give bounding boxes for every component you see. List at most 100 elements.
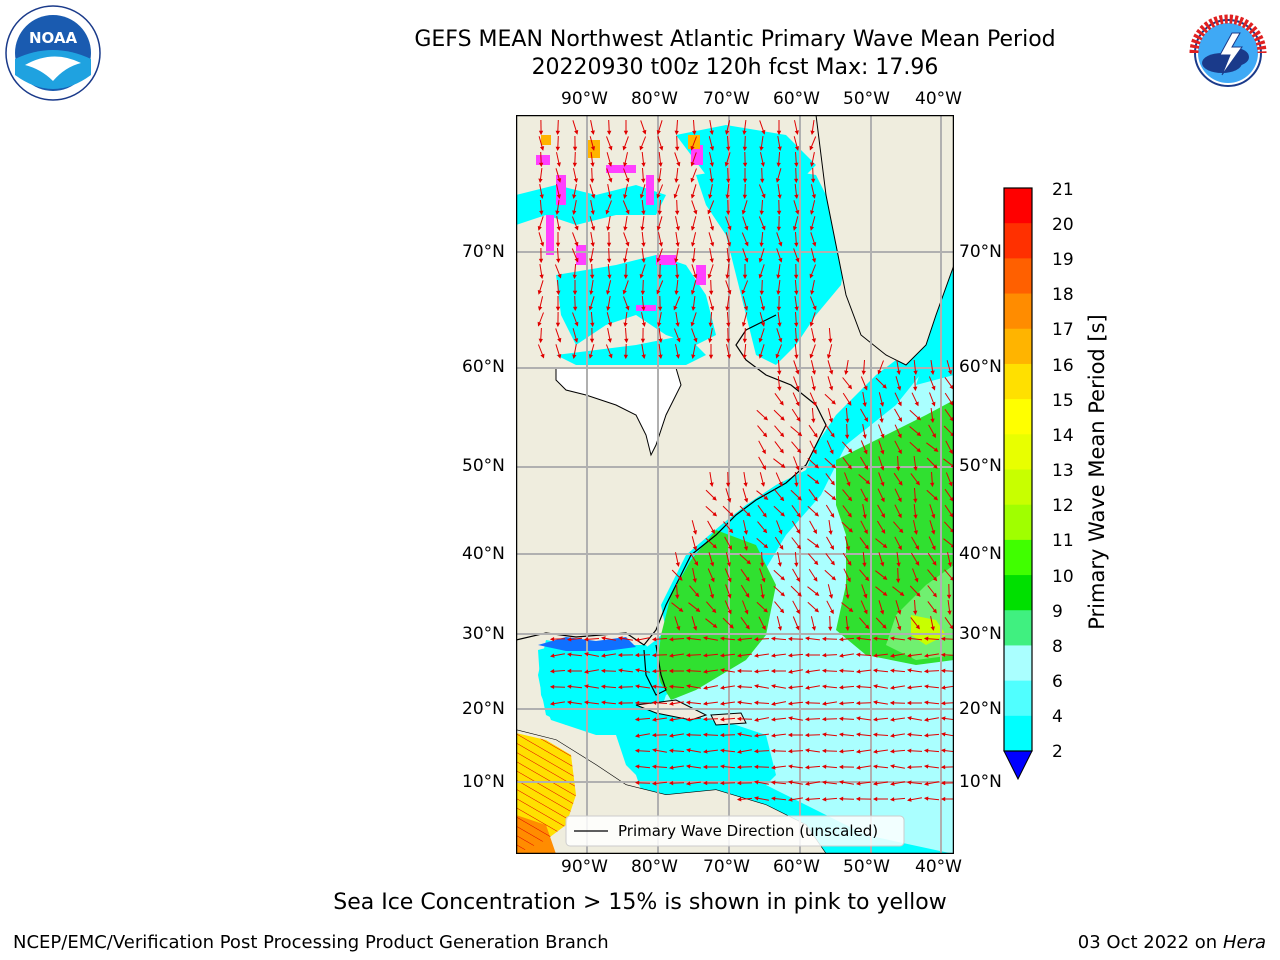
wave-arrow-head	[830, 560, 835, 566]
wave-arrow-head	[828, 530, 833, 536]
wave-arrow-head	[606, 258, 612, 264]
wave-arrow-head	[736, 668, 742, 674]
wave-arrow-head	[607, 194, 612, 199]
wave-arrow-head	[947, 370, 953, 375]
wave-arrow-head	[838, 764, 844, 770]
wave-arrow-head	[623, 226, 628, 231]
wave-arrow-head	[863, 529, 868, 535]
wave-arrow-head	[572, 354, 577, 359]
wave-arrow-head	[787, 797, 793, 802]
wave-arrow-head	[794, 338, 799, 344]
wave-arrow-head	[709, 162, 714, 167]
wave-arrow-head	[795, 401, 800, 407]
wave-arrow-head	[879, 402, 885, 407]
wave-arrow-head	[606, 306, 611, 311]
wave-arrow-head	[932, 561, 937, 566]
wave-arrow-head	[828, 369, 834, 375]
wave-arrow-head	[694, 561, 699, 566]
wave-arrow-head	[605, 209, 610, 215]
wave-arrow-head	[831, 495, 837, 501]
wave-arrow-head	[754, 684, 759, 689]
wave-arrow-head	[623, 130, 629, 136]
greenland-land	[815, 115, 954, 366]
wave-arrow-head	[855, 732, 861, 737]
wave-arrow-head	[787, 701, 793, 706]
wave-arrow-head	[759, 146, 764, 152]
wave-arrow-head	[872, 764, 878, 769]
wave-arrow-head	[658, 354, 663, 360]
wave-arrow-head	[736, 716, 742, 722]
wave-arrow-head	[634, 717, 640, 722]
wave-arrow-head	[778, 337, 783, 343]
wave-arrow-head	[872, 749, 878, 754]
wave-arrow-head	[780, 416, 785, 421]
wave-arrow-head	[931, 513, 936, 519]
wave-arrow-head	[641, 210, 646, 216]
colorbar-tick: 19	[1052, 250, 1074, 270]
wave-arrow-head	[574, 241, 579, 247]
wave-arrow-head	[948, 481, 953, 487]
wave-arrow-head	[678, 607, 684, 613]
wave-arrow-head	[761, 577, 766, 583]
wave-arrow-head	[676, 337, 681, 343]
wave-arrow-head	[812, 401, 817, 407]
wave-arrow-head	[753, 653, 759, 658]
wave-arrow-head	[656, 129, 661, 135]
wave-arrow-head	[847, 384, 853, 390]
wave-arrow-head	[845, 626, 850, 632]
wave-arrow-head	[727, 289, 732, 295]
wave-arrow-head	[898, 528, 904, 534]
wave-arrow-head	[933, 495, 939, 501]
wave-arrow-head	[940, 652, 946, 658]
wave-arrow-head	[855, 636, 861, 641]
wave-arrow-head	[758, 337, 763, 343]
wave-arrow-head	[838, 685, 844, 690]
colorbar-block	[1004, 469, 1032, 506]
wave-arrow-head	[763, 543, 769, 549]
wave-arrow-head	[693, 337, 698, 343]
wave-arrow-head	[923, 636, 929, 641]
wave-arrow-head	[676, 161, 681, 167]
wave-arrow-head	[762, 432, 768, 438]
wave-arrow-head	[855, 684, 861, 689]
wave-arrow-head	[810, 178, 816, 184]
colorbar-block	[1004, 293, 1032, 330]
wave-arrow-head	[622, 145, 627, 151]
lon-label: 40°W	[915, 89, 962, 109]
wave-arrow-head	[776, 130, 782, 136]
wave-arrow-head	[690, 145, 695, 151]
wave-arrow-head	[725, 482, 731, 488]
wave-arrow-head	[589, 178, 595, 184]
wave-arrow-head	[537, 225, 542, 231]
wave-arrow-head	[906, 748, 912, 753]
wave-arrow-head	[607, 322, 613, 327]
wave-arrow-head	[805, 685, 810, 690]
wave-arrow-head	[770, 733, 776, 738]
wave-arrow-head	[794, 354, 799, 360]
wave-arrow-head	[753, 749, 759, 754]
wave-arrow-head	[600, 668, 606, 674]
wave-arrow-head	[742, 178, 748, 184]
wave-arrow-head	[584, 652, 589, 657]
wave-arrow-head	[742, 338, 748, 344]
wave-arrow-head	[635, 637, 640, 642]
wave-arrow-head	[804, 797, 810, 802]
wave-arrow-head	[779, 608, 785, 614]
lat-label: 20°N	[462, 699, 505, 719]
wave-arrow-head	[811, 370, 816, 375]
wave-arrow-head	[761, 625, 766, 631]
lat-label: 70°N	[462, 242, 505, 262]
wave-arrow-head	[828, 338, 833, 344]
wave-arrow-head	[829, 449, 834, 455]
wave-arrow-head	[861, 370, 866, 376]
wave-arrow-head	[848, 607, 854, 613]
wave-arrow-head	[788, 780, 793, 785]
wave-arrow-head	[674, 290, 679, 296]
wave-arrow-head	[742, 130, 747, 136]
colorbar-label: Primary Wave Mean Period [s]	[1085, 314, 1109, 630]
wave-arrow-head	[745, 593, 750, 598]
wave-arrow-head	[838, 749, 844, 754]
wave-arrow-head	[652, 748, 657, 753]
wave-arrow-head	[555, 306, 561, 312]
wave-arrow-head	[634, 700, 640, 706]
